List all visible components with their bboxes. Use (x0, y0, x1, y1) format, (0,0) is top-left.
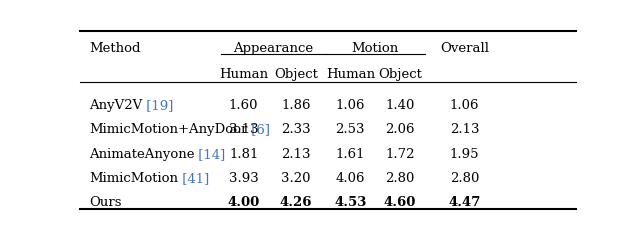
Text: Human: Human (326, 67, 375, 80)
Text: 2.13: 2.13 (450, 123, 479, 136)
Text: 2.80: 2.80 (385, 171, 415, 184)
Text: Method: Method (89, 41, 140, 54)
Text: Appearance: Appearance (234, 41, 314, 54)
Text: 1.06: 1.06 (450, 99, 479, 111)
Text: Human: Human (219, 67, 268, 80)
Text: 1.40: 1.40 (385, 99, 415, 111)
Text: [41]: [41] (178, 171, 209, 184)
Text: [6]: [6] (247, 123, 270, 136)
Text: 1.86: 1.86 (281, 99, 310, 111)
Text: 3.13: 3.13 (229, 123, 259, 136)
Text: 2.13: 2.13 (281, 147, 310, 160)
Text: MimicMotion: MimicMotion (89, 171, 178, 184)
Text: 4.47: 4.47 (448, 196, 481, 208)
Text: Object: Object (378, 67, 422, 80)
Text: 1.81: 1.81 (229, 147, 259, 160)
Text: [14]: [14] (195, 147, 226, 160)
Text: 4.53: 4.53 (334, 196, 367, 208)
Text: 2.53: 2.53 (335, 123, 365, 136)
Text: 2.06: 2.06 (385, 123, 415, 136)
Text: 1.60: 1.60 (229, 99, 259, 111)
Text: 1.72: 1.72 (385, 147, 415, 160)
Text: Ours: Ours (89, 196, 122, 208)
Text: 3.93: 3.93 (229, 171, 259, 184)
Text: 1.95: 1.95 (450, 147, 479, 160)
Text: 3.20: 3.20 (281, 171, 310, 184)
Text: 4.60: 4.60 (384, 196, 416, 208)
Text: AnyV2V: AnyV2V (89, 99, 142, 111)
Text: 1.06: 1.06 (335, 99, 365, 111)
Text: Object: Object (274, 67, 317, 80)
Text: MimicMotion+AnyDoor: MimicMotion+AnyDoor (89, 123, 247, 136)
Text: 2.80: 2.80 (450, 171, 479, 184)
Text: Motion: Motion (351, 41, 399, 54)
Text: 4.26: 4.26 (280, 196, 312, 208)
Text: [19]: [19] (142, 99, 173, 111)
Text: Overall: Overall (440, 41, 489, 54)
Text: AnimateAnyone: AnimateAnyone (89, 147, 195, 160)
Text: 2.33: 2.33 (281, 123, 310, 136)
Text: 4.06: 4.06 (335, 171, 365, 184)
Text: 4.00: 4.00 (228, 196, 260, 208)
Text: 1.61: 1.61 (335, 147, 365, 160)
